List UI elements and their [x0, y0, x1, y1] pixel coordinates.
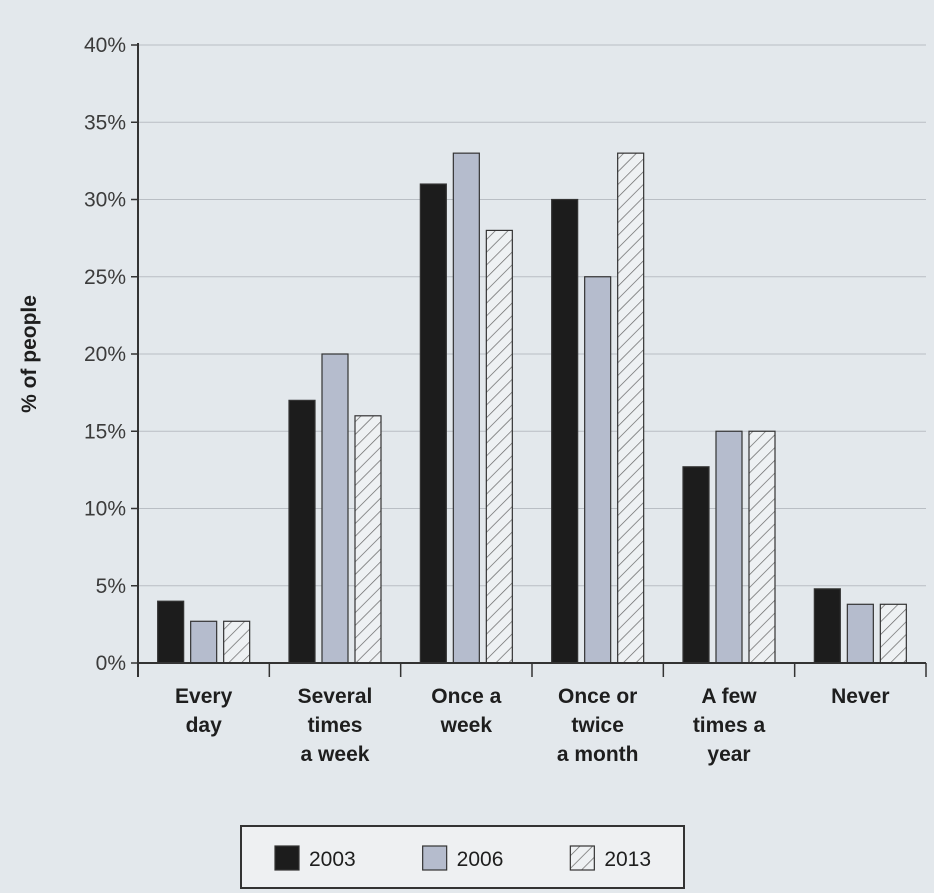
bar-2006 — [452, 152, 480, 664]
x-category-labels: Every day Several times a week Once a week Once… — [175, 685, 889, 766]
x-category-label: A few times a year — [693, 685, 766, 766]
y-tick-label: 10% — [84, 498, 126, 521]
bar-2013 — [223, 620, 251, 664]
y-tick-label: 5% — [96, 575, 126, 598]
bar-2013 — [485, 229, 513, 664]
bar-2003 — [419, 183, 447, 664]
y-tick-label: 0% — [96, 652, 126, 675]
y-tick-label: 40% — [84, 34, 126, 57]
axes — [131, 43, 927, 677]
y-tick-label: 25% — [84, 266, 126, 289]
y-tick-labels: 0% 5% 10% 15% 20% 25% 30% 35% 40% — [84, 34, 126, 675]
bar-2006 — [846, 603, 874, 664]
x-category-label: Once or twice a month — [557, 685, 639, 766]
bar-2006 — [715, 430, 743, 664]
bar-2003 — [288, 399, 316, 664]
legend-swatch-2013 — [569, 845, 595, 871]
bars — [157, 152, 907, 664]
y-axis-label: % of people — [18, 295, 41, 413]
bar-2013 — [748, 430, 776, 664]
bar-2013 — [879, 603, 907, 664]
legend-swatch-2003 — [274, 845, 300, 871]
x-category-label: Never — [831, 685, 889, 708]
y-tick-label: 30% — [84, 189, 126, 212]
y-tick-label: 35% — [84, 111, 126, 134]
legend-swatch-2006 — [422, 845, 448, 871]
legend: 2003 2006 2013 — [240, 825, 685, 889]
bar-2006 — [584, 276, 612, 664]
bar-2003 — [813, 588, 841, 664]
x-category-label: Once a week — [431, 685, 501, 737]
bar-2003 — [551, 198, 579, 664]
x-category-label: Every day — [175, 685, 233, 737]
bar-2013 — [617, 152, 645, 664]
legend-label-2006: 2006 — [457, 848, 504, 871]
gridlines — [138, 44, 926, 587]
legend-label-2013: 2013 — [604, 848, 651, 871]
legend-box — [240, 825, 685, 889]
x-category-label: Several times a week — [298, 685, 373, 766]
bar-2006 — [321, 353, 349, 664]
bar-2013 — [354, 415, 382, 664]
bar-2006 — [190, 620, 218, 664]
bar-2003 — [157, 600, 185, 664]
legend-label-2003: 2003 — [309, 848, 356, 871]
bar-2003 — [682, 466, 710, 664]
y-tick-label: 15% — [84, 420, 126, 443]
y-tick-label: 20% — [84, 343, 126, 366]
